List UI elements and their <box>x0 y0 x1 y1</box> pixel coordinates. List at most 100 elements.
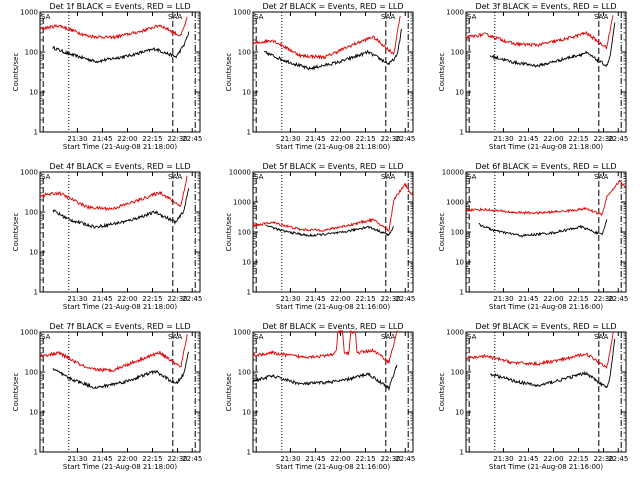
panel-8: Det 8f BLACK = Events, RED = LLD 1 10 100 10… <box>225 322 415 471</box>
lld-series-line <box>252 182 414 232</box>
y-tick-label: 100 <box>451 229 464 237</box>
events-series-line <box>263 28 403 71</box>
events-series-line <box>252 364 398 392</box>
plot-frame <box>39 11 201 133</box>
y-tick-label: 100 <box>25 49 38 57</box>
x-tick-label: 22:00 <box>543 135 563 143</box>
x-tick-label: 22:45 <box>608 455 628 463</box>
x-tick-label: 21:30 <box>67 135 87 143</box>
plot-frame <box>465 171 627 293</box>
marker-label-start: SA <box>467 13 477 21</box>
x-tick-label: 22:30 <box>593 455 613 463</box>
x-tick-label: 22:30 <box>167 295 187 303</box>
marker-label-saa: SAA <box>168 173 183 181</box>
x-tick-label: 21:45 <box>518 295 538 303</box>
x-axis-label: Start Time (21-Aug-08 21:16:00) <box>276 463 390 471</box>
y-tick-label: 100 <box>238 49 251 57</box>
x-tick-label: 22:15 <box>568 135 588 143</box>
panel-2: Det 2f BLACK = Events, RED = LLD 1 10 100 10… <box>225 2 415 151</box>
x-tick-label: 22:15 <box>355 295 375 303</box>
events-series-line <box>265 224 394 238</box>
marker-label-start: SA <box>254 173 264 181</box>
y-tick-label: 10 <box>29 249 38 257</box>
y-axis-label: Counts/sec <box>225 373 233 412</box>
x-tick-label: 22:45 <box>182 295 202 303</box>
marker-label-saa: SAA <box>381 13 396 21</box>
y-tick-label: 100 <box>451 369 464 377</box>
x-tick-label: 22:30 <box>167 135 187 143</box>
plot-frame <box>252 11 414 133</box>
panel-3: Det 3f BLACK = Events, RED = LLD 1 10 100 10… <box>438 2 628 151</box>
x-tick-label: 22:30 <box>593 295 613 303</box>
x-tick-label: 21:45 <box>305 295 325 303</box>
panel-4: Det 4f BLACK = Events, RED = LLD 1 10 100 10… <box>12 162 202 311</box>
y-tick-label: 1000 <box>20 9 38 17</box>
x-axis-label: Start Time (21-Aug-08 21:16:00) <box>489 303 603 311</box>
y-tick-label: 1000 <box>233 329 251 337</box>
y-tick-label: 100 <box>238 229 251 237</box>
y-axis-label: Counts/sec <box>225 213 233 252</box>
panel-title: Det 1f BLACK = Events, RED = LLD <box>49 2 190 11</box>
events-series-line <box>489 22 616 68</box>
marker-label-saa: SAA <box>168 333 183 341</box>
plot-frame <box>252 331 414 453</box>
x-tick-label: 21:45 <box>305 455 325 463</box>
panel-title: Det 6f BLACK = Events, RED = LLD <box>475 162 616 171</box>
y-tick-label: 1000 <box>446 329 464 337</box>
x-tick-label: 22:45 <box>395 135 415 143</box>
lld-series-line <box>252 15 401 60</box>
y-tick-label: 1 <box>247 129 251 137</box>
x-tick-label: 22:30 <box>380 295 400 303</box>
marker-label-start: SA <box>41 333 51 341</box>
x-tick-label: 22:15 <box>355 455 375 463</box>
panel-title: Det 8f BLACK = Events, RED = LLD <box>262 322 403 331</box>
y-tick-label: 100 <box>238 369 251 377</box>
y-axis-label: Counts/sec <box>225 53 233 92</box>
y-tick-label: 10000 <box>229 169 251 177</box>
x-axis-label: Start Time (21-Aug-08 21:18:00) <box>63 303 177 311</box>
panel-6: Det 6f BLACK = Events, RED = LLD 1 10 100 10… <box>438 162 628 311</box>
marker-label-saa: SAA <box>594 333 609 341</box>
y-axis-label: Counts/sec <box>12 213 20 252</box>
y-tick-label: 1000 <box>233 199 251 207</box>
events-series-line <box>52 351 190 389</box>
lld-series-line <box>39 16 188 40</box>
x-tick-label: 22:15 <box>355 135 375 143</box>
x-tick-label: 22:45 <box>182 135 202 143</box>
marker-label-saa: SAA <box>168 13 183 21</box>
marker-label-saa: SAA <box>594 173 609 181</box>
x-tick-label: 22:00 <box>117 455 137 463</box>
marker-label-start: SA <box>254 333 264 341</box>
plot-frame <box>252 171 414 293</box>
x-tick-label: 21:45 <box>92 135 112 143</box>
x-tick-label: 22:30 <box>167 455 187 463</box>
y-tick-label: 1 <box>460 129 464 137</box>
x-axis-label: Start Time (21-Aug-08 21:18:00) <box>276 143 390 151</box>
x-tick-label: 22:15 <box>142 135 162 143</box>
lld-series-line <box>465 179 627 217</box>
x-axis-label: Start Time (21-Aug-08 21:16:00) <box>276 303 390 311</box>
lld-series-line <box>39 175 188 212</box>
x-tick-label: 22:30 <box>593 135 613 143</box>
y-tick-label: 10 <box>29 409 38 417</box>
plot-frame <box>39 171 201 293</box>
x-tick-label: 21:30 <box>280 455 300 463</box>
y-tick-label: 1 <box>34 449 38 457</box>
panel-5: Det 5f BLACK = Events, RED = LLD 1 10 100 10… <box>225 162 415 311</box>
y-axis-label: Counts/sec <box>12 53 20 92</box>
x-tick-label: 22:30 <box>380 455 400 463</box>
x-tick-label: 21:30 <box>493 295 513 303</box>
y-tick-label: 100 <box>25 209 38 217</box>
x-tick-label: 21:30 <box>280 295 300 303</box>
x-tick-label: 22:15 <box>142 295 162 303</box>
lld-series-line <box>39 334 188 373</box>
y-axis-label: Counts/sec <box>438 373 446 412</box>
panel-9: Det 9f BLACK = Events, RED = LLD 1 10 100 10… <box>438 322 628 471</box>
x-tick-label: 22:15 <box>568 295 588 303</box>
x-tick-label: 21:30 <box>493 135 513 143</box>
marker-label-saa: SAA <box>381 333 396 341</box>
x-tick-label: 22:15 <box>142 455 162 463</box>
panel-title: Det 7f BLACK = Events, RED = LLD <box>49 322 190 331</box>
plot-frame <box>39 331 201 453</box>
events-series-line <box>52 31 190 64</box>
